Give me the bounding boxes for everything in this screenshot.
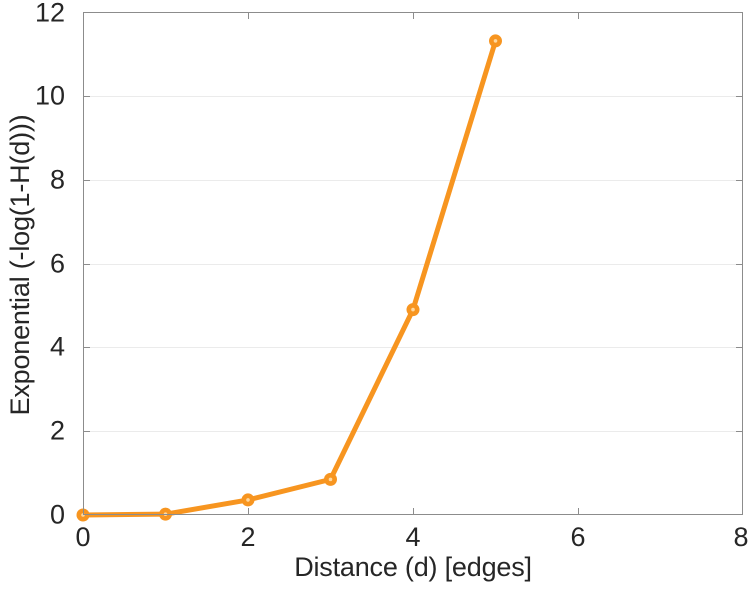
data-point-marker-center <box>246 498 250 502</box>
y-tick-label: 6 <box>49 248 65 279</box>
gridline-y-8 <box>83 180 743 181</box>
gridline-y-10 <box>83 96 743 97</box>
y-tick-mark-right-2 <box>736 431 743 432</box>
data-point-marker-center <box>163 512 168 516</box>
y-tick-mark-6 <box>83 264 90 265</box>
y-tick-label: 4 <box>49 331 65 362</box>
x-tick-mark-top-6 <box>578 12 579 19</box>
gridline-y-4 <box>83 347 743 348</box>
y-tick-mark-right-6 <box>736 264 743 265</box>
y-tick-label: 10 <box>34 80 65 111</box>
y-tick-label: 0 <box>49 499 65 530</box>
gridline-y-6 <box>83 264 743 265</box>
x-tick-label: 6 <box>570 522 586 552</box>
y-tick-mark-right-8 <box>736 180 743 181</box>
x-tick-mark-2 <box>248 508 249 515</box>
x-tick-label: 4 <box>405 522 421 552</box>
x-tick-mark-6 <box>578 508 579 515</box>
y-tick-mark-right-4 <box>736 347 743 348</box>
data-point-marker-center <box>81 513 85 517</box>
y-tick-label: 2 <box>49 415 65 446</box>
series-marker-group <box>76 34 502 522</box>
y-tick-mark-right-10 <box>736 96 743 97</box>
x-tick-mark-top-4 <box>413 12 414 19</box>
y-tick-label: 8 <box>49 164 65 195</box>
series-line-exponential <box>80 38 498 518</box>
x-tick-label: 0 <box>75 522 91 552</box>
y-tick-mark-2 <box>83 431 90 432</box>
y-tick-mark-10 <box>83 96 90 97</box>
gridline-y-2 <box>83 431 743 432</box>
y-tick-mark-8 <box>83 180 90 181</box>
y-tick-label-group: 0 2 4 6 8 10 12 <box>0 0 73 600</box>
x-axis-label: Distance (d) [edges] <box>294 552 532 582</box>
x-tick-label: 2 <box>240 522 256 552</box>
y-tick-label: 12 <box>34 0 65 28</box>
x-tick-label: 8 <box>733 522 749 552</box>
data-point-marker-center <box>411 307 415 312</box>
plot-area <box>76 12 743 522</box>
data-point-marker-center <box>493 39 498 43</box>
x-tick-mark-top-2 <box>248 12 249 19</box>
data-series-layer <box>76 34 502 522</box>
data-point-marker-center <box>328 477 333 482</box>
y-tick-mark-4 <box>83 347 90 348</box>
x-tick-mark-4 <box>413 508 414 515</box>
